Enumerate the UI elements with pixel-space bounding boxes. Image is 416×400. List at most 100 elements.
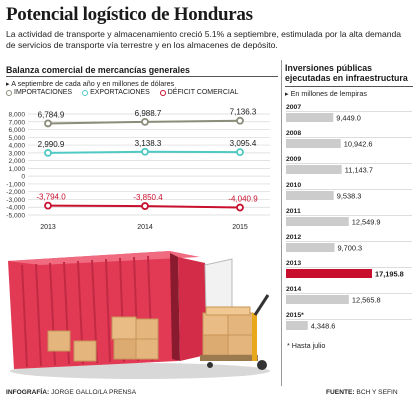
page-subtitle: La actividad de transporte y almacenamie… bbox=[6, 29, 402, 50]
y-tick-label: 5,000 bbox=[8, 135, 25, 142]
investment-note: ▸ En millones de lempiras bbox=[285, 89, 367, 98]
trade-balance-note: ▸ A septiembre de cada año y en millones… bbox=[6, 79, 174, 88]
data-label: -3,794.0 bbox=[36, 193, 66, 202]
legend-item-deficit: DÉFICIT COMERCIAL bbox=[159, 89, 239, 96]
data-point bbox=[141, 117, 149, 126]
bar bbox=[286, 139, 341, 148]
container-illustration bbox=[8, 251, 270, 379]
source: FUENTE: BCH Y SEFIN bbox=[326, 389, 398, 396]
bar bbox=[286, 113, 334, 122]
y-tick-label: 4,000 bbox=[8, 143, 25, 150]
trade-balance-chart: 8,0007,0006,0005,0004,0003,0002,0001,000… bbox=[6, 108, 270, 231]
bar-value-label: 9,700.3 bbox=[338, 244, 363, 253]
page-title: Potencial logístico de Honduras bbox=[6, 4, 253, 25]
data-point bbox=[44, 149, 52, 157]
data-label: 7,136.3 bbox=[230, 108, 257, 117]
y-tick-label: -5,000 bbox=[6, 213, 25, 220]
bar-value-label: 11,143.7 bbox=[345, 166, 373, 175]
category-label: 2012 bbox=[286, 234, 301, 241]
y-tick-label: 2,000 bbox=[8, 158, 25, 165]
legend-label-exportaciones: EXPORTACIONES bbox=[90, 89, 150, 96]
category-label: 2011 bbox=[286, 208, 301, 215]
data-label: -4,040.9 bbox=[228, 195, 258, 204]
container-interior bbox=[170, 253, 180, 361]
y-tick-label: 7,000 bbox=[8, 119, 25, 126]
credit-label: INFOGRAFÍA: bbox=[6, 389, 50, 396]
bar bbox=[286, 217, 349, 226]
legend-dot-exportaciones bbox=[82, 89, 89, 96]
category-label: 2007 bbox=[286, 104, 301, 111]
data-label: 6,988.7 bbox=[135, 109, 162, 118]
bar-value-label: 9,449.0 bbox=[336, 114, 361, 123]
x-tick-label: 2014 bbox=[137, 224, 153, 231]
section-divider bbox=[281, 60, 282, 386]
y-tick-label: 8,000 bbox=[8, 112, 25, 119]
category-label: 2015* bbox=[286, 312, 304, 319]
y-tick-label: -3,000 bbox=[6, 197, 25, 204]
legend-dot-importaciones bbox=[6, 89, 12, 96]
legend-item-importaciones: IMPORTACIONES bbox=[6, 89, 72, 96]
investment-chart: 2007 9,449.0 2008 10,942.6 2009 11,143.7 2010 9… bbox=[286, 104, 412, 331]
credit: INFOGRAFÍA: JORGE GALLO/LA PRENSA bbox=[6, 389, 136, 396]
ground-shadow bbox=[10, 363, 270, 379]
y-tick-label: 6,000 bbox=[8, 127, 25, 134]
bar bbox=[286, 165, 342, 174]
bar bbox=[286, 269, 372, 278]
cardboard-boxes bbox=[47, 316, 159, 362]
category-label: 2014 bbox=[286, 286, 301, 293]
x-tick-label: 2015 bbox=[232, 224, 248, 231]
y-tick-label: 1,000 bbox=[8, 166, 25, 173]
data-point bbox=[236, 116, 244, 125]
trade-balance-rule bbox=[6, 76, 278, 77]
bar bbox=[286, 295, 349, 304]
triangle-icon: ▸ bbox=[6, 79, 12, 88]
bar-value-label: 10,942.6 bbox=[344, 140, 373, 149]
triangle-icon: ▸ bbox=[285, 89, 291, 98]
bar-value-label: 17,195.8 bbox=[375, 270, 404, 279]
data-label: -3,850.4 bbox=[133, 193, 163, 202]
category-label: 2013 bbox=[286, 260, 301, 267]
trade-balance-title: Balanza comercial de mercancías generale… bbox=[6, 65, 190, 75]
data-point bbox=[236, 203, 244, 212]
y-tick-label: 3,000 bbox=[8, 150, 25, 157]
data-point bbox=[141, 147, 149, 156]
data-label: 3,095.4 bbox=[230, 139, 257, 148]
data-point bbox=[44, 119, 52, 128]
category-label: 2010 bbox=[286, 182, 301, 189]
x-tick-label: 2013 bbox=[40, 224, 56, 231]
legend-item-exportaciones: EXPORTACIONES bbox=[82, 89, 150, 96]
source-value: BCH Y SEFIN bbox=[356, 389, 398, 396]
legend-label-importaciones: IMPORTACIONES bbox=[14, 89, 73, 96]
bar bbox=[286, 243, 335, 252]
legend-dot-deficit bbox=[159, 89, 166, 96]
investment-title: Inversiones públicas ejecutadas en infra… bbox=[285, 63, 408, 83]
data-point bbox=[141, 202, 149, 210]
bar-value-label: 4,348.6 bbox=[311, 322, 336, 331]
investment-footnote: * Hasta julio bbox=[287, 341, 326, 350]
data-label: 3,138.3 bbox=[135, 139, 162, 148]
trade-balance-legend: IMPORTACIONES EXPORTACIONES DÉFICIT COME… bbox=[6, 89, 238, 96]
pallet-jack bbox=[200, 294, 270, 370]
category-label: 2009 bbox=[286, 156, 301, 163]
bar-value-label: 9,538.3 bbox=[337, 192, 362, 201]
data-point bbox=[44, 201, 52, 210]
data-label: 6,784.9 bbox=[38, 110, 65, 119]
data-point bbox=[236, 148, 244, 157]
y-tick-label: 0 bbox=[21, 174, 25, 181]
investment-rule bbox=[285, 86, 413, 87]
bar-value-label: 12,565.8 bbox=[352, 296, 381, 305]
bar bbox=[286, 321, 308, 330]
bar bbox=[286, 191, 334, 200]
source-label: FUENTE: bbox=[326, 389, 355, 396]
y-tick-label: -1,000 bbox=[6, 181, 25, 188]
trade-balance-note-text: A septiembre de cada año y en millones d… bbox=[11, 79, 175, 88]
container-top bbox=[8, 251, 200, 265]
container-door bbox=[178, 257, 206, 361]
bar-value-label: 12,549.9 bbox=[352, 218, 381, 227]
data-label: 2,990.9 bbox=[38, 140, 65, 149]
y-tick-label: -4,000 bbox=[6, 205, 25, 212]
legend-label-deficit: DÉFICIT COMERCIAL bbox=[167, 89, 239, 96]
category-label: 2008 bbox=[286, 130, 301, 137]
y-tick-label: -2,000 bbox=[6, 189, 25, 196]
credit-value: JORGE GALLO/LA PRENSA bbox=[51, 389, 137, 396]
